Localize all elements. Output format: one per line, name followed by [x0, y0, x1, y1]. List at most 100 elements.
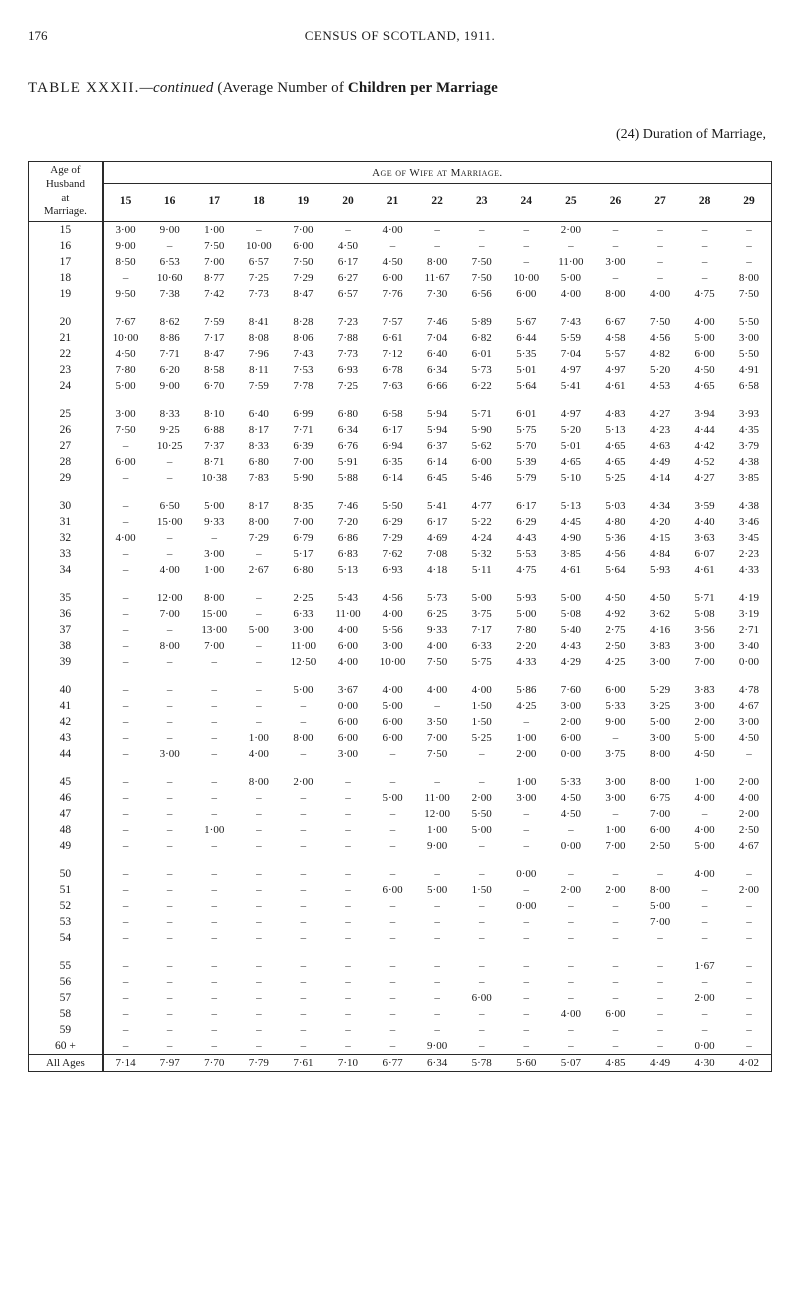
data-cell: –: [103, 930, 148, 946]
table-row: 48––1·00––––1·005·00––1·006·004·002·50: [29, 822, 772, 838]
data-cell: –: [727, 990, 772, 1006]
data-cell: –: [281, 698, 326, 714]
data-cell: –: [281, 790, 326, 806]
data-cell: 10·00: [504, 270, 549, 286]
table-row: 29––10·387·835·905·886·146·455·465·795·1…: [29, 470, 772, 486]
data-cell: 7·50: [192, 238, 237, 254]
data-cell: 6·86: [326, 530, 371, 546]
data-cell: 3·85: [727, 470, 772, 486]
data-cell: 11·00: [415, 790, 460, 806]
data-cell: –: [326, 822, 371, 838]
data-cell: 1·00: [192, 222, 237, 239]
data-cell: 2·00: [281, 774, 326, 790]
data-cell: –: [281, 838, 326, 854]
data-cell: 1·00: [593, 822, 638, 838]
row-label: 46: [29, 790, 103, 806]
data-cell: 3·00: [638, 730, 683, 746]
gap-cell: [459, 578, 504, 590]
data-cell: 11·67: [415, 270, 460, 286]
data-cell: 8·47: [281, 286, 326, 302]
data-cell: 4·42: [682, 438, 727, 454]
data-cell: –: [459, 222, 504, 239]
row-label: 22: [29, 346, 103, 362]
gap-cell: [593, 670, 638, 682]
data-cell: 5·57: [593, 346, 638, 362]
data-cell: –: [147, 866, 192, 882]
table-row: 34–4·001·002·676·805·136·934·185·114·754…: [29, 562, 772, 578]
data-cell: –: [370, 1038, 415, 1055]
data-cell: 4·90: [549, 530, 594, 546]
data-cell: –: [593, 958, 638, 974]
data-cell: –: [103, 806, 148, 822]
data-cell: 10·38: [192, 470, 237, 486]
data-cell: –: [549, 898, 594, 914]
data-cell: –: [237, 882, 282, 898]
row-label: 44: [29, 746, 103, 762]
row-label: 23: [29, 362, 103, 378]
group-gap: [29, 670, 772, 682]
data-cell: –: [103, 606, 148, 622]
gap-cell: [192, 854, 237, 866]
data-cell: –: [192, 746, 237, 762]
table-row: 253·008·338·106·406·996·806·585·945·716·…: [29, 406, 772, 422]
data-cell: 6·78: [370, 362, 415, 378]
row-label: 38: [29, 638, 103, 654]
data-cell: 10·00: [370, 654, 415, 670]
gap-cell: [326, 762, 371, 774]
row-label: 20: [29, 314, 103, 330]
data-cell: 4·65: [682, 378, 727, 394]
data-cell: –: [682, 806, 727, 822]
row-label: 24: [29, 378, 103, 394]
data-cell: 4·58: [593, 330, 638, 346]
data-cell: –: [370, 806, 415, 822]
gap-cell: [103, 762, 148, 774]
row-label: 32: [29, 530, 103, 546]
data-cell: 7·30: [415, 286, 460, 302]
footer-cell: 6·77: [370, 1055, 415, 1072]
data-cell: –: [237, 222, 282, 239]
table-row: 207·678·627·598·418·287·237·577·465·895·…: [29, 314, 772, 330]
data-cell: 10·60: [147, 270, 192, 286]
data-cell: 5·94: [415, 406, 460, 422]
data-cell: –: [147, 990, 192, 1006]
data-cell: 3·46: [727, 514, 772, 530]
footer-cell: 4·85: [593, 1055, 638, 1072]
gap-cell: [103, 946, 148, 958]
data-cell: 2·00: [549, 882, 594, 898]
data-cell: 11·00: [326, 606, 371, 622]
data-cell: 4·25: [504, 698, 549, 714]
data-cell: –: [192, 730, 237, 746]
data-cell: –: [504, 222, 549, 239]
table-row: 49–––––––9·00––0·007·002·505·004·67: [29, 838, 772, 854]
data-cell: 7·00: [192, 638, 237, 654]
data-cell: –: [370, 1006, 415, 1022]
gap-cell: [192, 486, 237, 498]
data-cell: –: [638, 238, 683, 254]
data-cell: 5·73: [459, 362, 504, 378]
data-cell: 5·62: [459, 438, 504, 454]
data-cell: 3·94: [682, 406, 727, 422]
data-cell: 4·38: [727, 498, 772, 514]
data-cell: 4·50: [549, 790, 594, 806]
data-cell: 3·00: [103, 222, 148, 239]
data-cell: –: [147, 1006, 192, 1022]
data-cell: 6·00: [459, 454, 504, 470]
data-cell: 5·01: [549, 438, 594, 454]
gap-cell: [459, 394, 504, 406]
data-cell: –: [147, 1038, 192, 1055]
data-cell: –: [682, 238, 727, 254]
data-cell: 8·00: [638, 882, 683, 898]
data-cell: –: [638, 958, 683, 974]
data-cell: 13·00: [192, 622, 237, 638]
column-numbers-row: 151617181920212223242526272829: [29, 184, 772, 222]
data-cell: 7·50: [415, 654, 460, 670]
data-cell: 3·00: [593, 790, 638, 806]
data-cell: 7·59: [192, 314, 237, 330]
data-cell: 6·00: [326, 714, 371, 730]
data-cell: 3·45: [727, 530, 772, 546]
data-cell: 8·10: [192, 406, 237, 422]
data-cell: –: [281, 746, 326, 762]
data-cell: –: [103, 990, 148, 1006]
data-cell: 4·29: [549, 654, 594, 670]
data-cell: 5·25: [593, 470, 638, 486]
